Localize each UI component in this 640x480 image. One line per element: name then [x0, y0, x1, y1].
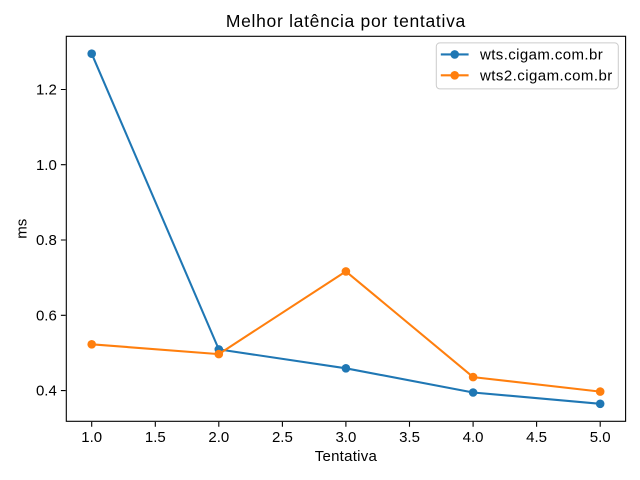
svg-text:1.5: 1.5: [145, 429, 166, 446]
svg-text:1.0: 1.0: [81, 429, 102, 446]
svg-text:2.5: 2.5: [272, 429, 293, 446]
svg-text:Tentativa: Tentativa: [315, 448, 378, 465]
svg-text:5.0: 5.0: [590, 429, 611, 446]
svg-text:4.5: 4.5: [526, 429, 547, 446]
svg-text:0.4: 0.4: [36, 383, 57, 400]
svg-text:ms: ms: [13, 219, 30, 239]
svg-text:4.0: 4.0: [463, 429, 484, 446]
svg-text:1.2: 1.2: [36, 82, 57, 99]
svg-text:3.0: 3.0: [335, 429, 356, 446]
svg-text:0.8: 0.8: [36, 232, 57, 249]
svg-text:3.5: 3.5: [399, 429, 420, 446]
svg-text:2.0: 2.0: [208, 429, 229, 446]
svg-text:1.0: 1.0: [36, 157, 57, 174]
svg-text:wts2.cigam.com.br: wts2.cigam.com.br: [479, 68, 613, 85]
svg-text:0.6: 0.6: [36, 307, 57, 324]
svg-text:Melhor latência por tentativa: Melhor latência por tentativa: [226, 11, 466, 31]
svg-text:wts.cigam.com.br: wts.cigam.com.br: [479, 47, 603, 64]
